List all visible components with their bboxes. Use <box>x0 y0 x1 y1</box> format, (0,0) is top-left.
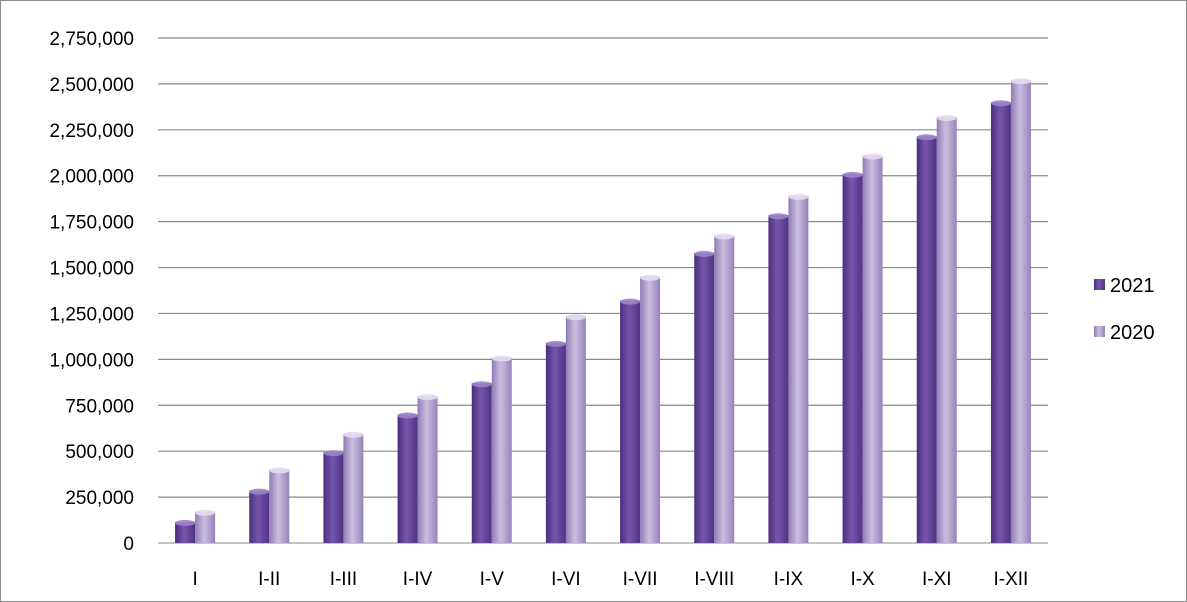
bar-2021-I-X <box>842 171 863 543</box>
bar-2021-I-III <box>323 450 344 543</box>
y-tick-label: 2,250,000 <box>49 121 134 142</box>
x-tick-label: I-XII <box>993 569 1028 590</box>
y-tick-label: 1,250,000 <box>49 304 134 325</box>
bar-2020-I <box>195 509 216 543</box>
x-tick-label: I-III <box>330 569 357 590</box>
y-tick-label: 2,000,000 <box>49 167 134 188</box>
bar-2021-I-VIII <box>694 250 715 543</box>
y-tick-label: 750,000 <box>65 396 134 417</box>
bar-2021-I <box>175 519 196 543</box>
x-tick-label: I-VIII <box>694 569 734 590</box>
bar-2020-I-VI <box>565 314 586 543</box>
bar-2020-I-XI <box>936 114 957 544</box>
legend-item-2021: 2021 <box>1094 275 1155 297</box>
bar-2021-I-IV <box>397 412 418 543</box>
x-tick-label: I-XI <box>922 569 952 590</box>
bar-2020-I-IX <box>788 193 809 543</box>
x-tick-label: I-X <box>850 569 875 590</box>
x-tick-label: I-V <box>480 569 505 590</box>
y-tick-label: 2,500,000 <box>49 75 134 96</box>
y-tick-label: 0 <box>123 534 134 555</box>
bar-2020-I-VIII <box>714 233 735 543</box>
x-axis-tick-labels: I I-II I-III I-IV I-V I-VI I-VII I-VIII I-IX I-X I… <box>192 569 1028 590</box>
x-tick-label: I-IV <box>403 569 433 590</box>
bar-2021-I-VI <box>545 340 566 543</box>
y-tick-label: 2,750,000 <box>49 29 134 50</box>
legend: 2021 2020 <box>1094 275 1155 344</box>
bar-2021-I-XI <box>916 134 937 543</box>
y-tick-label: 500,000 <box>65 442 134 463</box>
bar-2020-I-V <box>491 355 512 543</box>
y-axis-tick-labels: 0 250,000 500,000 750,000 1,000,000 1,250,000… <box>49 29 134 555</box>
x-tick-label: I-IX <box>774 569 804 590</box>
y-tick-label: 250,000 <box>65 488 134 509</box>
bar-2020-I-VII <box>640 274 661 543</box>
x-tick-label: I-VI <box>551 569 581 590</box>
bar-2020-I-X <box>862 153 883 543</box>
bar-2021-I-VII <box>620 298 641 543</box>
gridlines <box>158 37 1048 544</box>
bar-2021-I-II <box>249 488 270 543</box>
bar-2020-I-IV <box>417 394 438 543</box>
legend-swatch <box>1094 326 1105 337</box>
y-tick-label: 1,500,000 <box>49 259 134 280</box>
y-tick-label: 1,000,000 <box>49 350 134 371</box>
legend-label: 2020 <box>1110 322 1155 344</box>
x-tick-label: I <box>192 569 197 590</box>
legend-item-2020: 2020 <box>1094 322 1155 344</box>
bar-2020-I-XII <box>1010 78 1031 544</box>
x-tick-label: I-II <box>258 569 280 590</box>
legend-label: 2021 <box>1110 275 1155 297</box>
bar-2021-I-XII <box>990 100 1011 543</box>
legend-swatch <box>1094 279 1105 290</box>
bars <box>175 78 1031 544</box>
y-tick-label: 1,750,000 <box>49 213 134 234</box>
bar-2020-I-III <box>343 431 364 543</box>
bar-2021-I-V <box>471 381 492 543</box>
bar-2020-I-II <box>269 467 290 543</box>
x-tick-label: I-VII <box>623 569 658 590</box>
bar-2021-I-IX <box>768 213 789 543</box>
